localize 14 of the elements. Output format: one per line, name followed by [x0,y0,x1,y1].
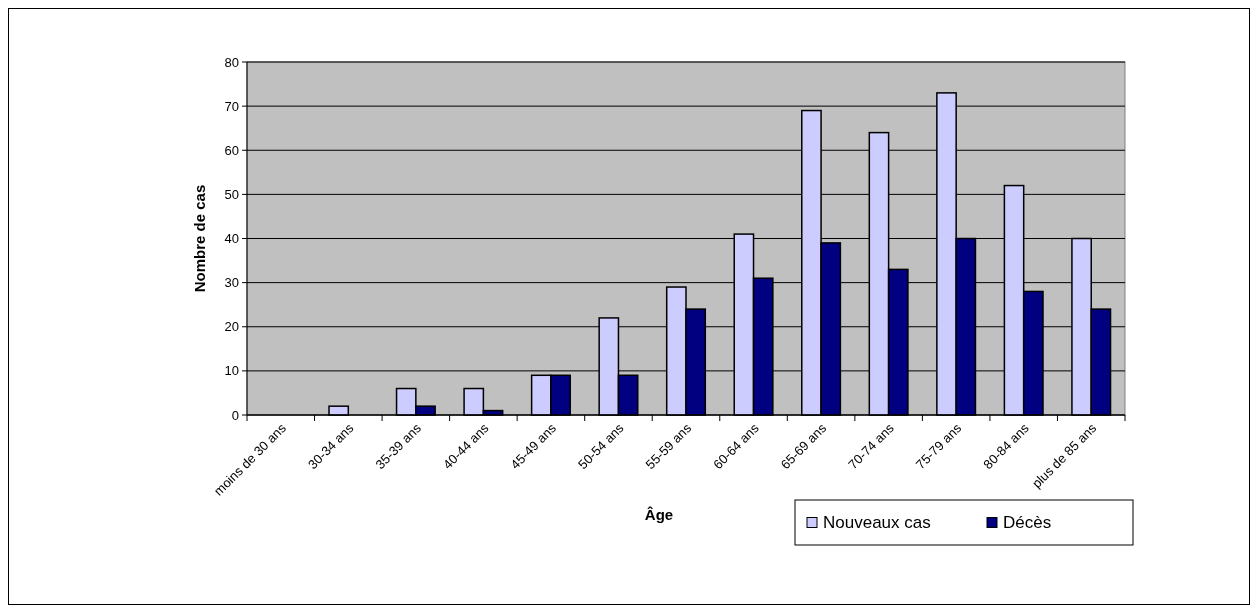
y-tick-label: 0 [231,407,239,423]
legend-label: Décès [1003,513,1052,533]
x-axis-title: Âge [644,506,674,523]
y-tick-label: 30 [224,275,239,291]
y-tick-label: 10 [224,363,239,379]
y-tick-label: 80 [224,54,239,70]
x-tick-label: plus de 85 ans [1028,420,1100,491]
y-tick-label: 40 [224,231,239,247]
legend-label: Nouveaux cas [823,513,931,533]
y-tick-label: 20 [224,319,239,335]
y-axis-title: Nombre de cas [191,184,208,293]
y-tick-label: 60 [224,142,239,158]
y-tick-label: 70 [224,98,239,114]
y-tick-label: 50 [224,186,239,202]
